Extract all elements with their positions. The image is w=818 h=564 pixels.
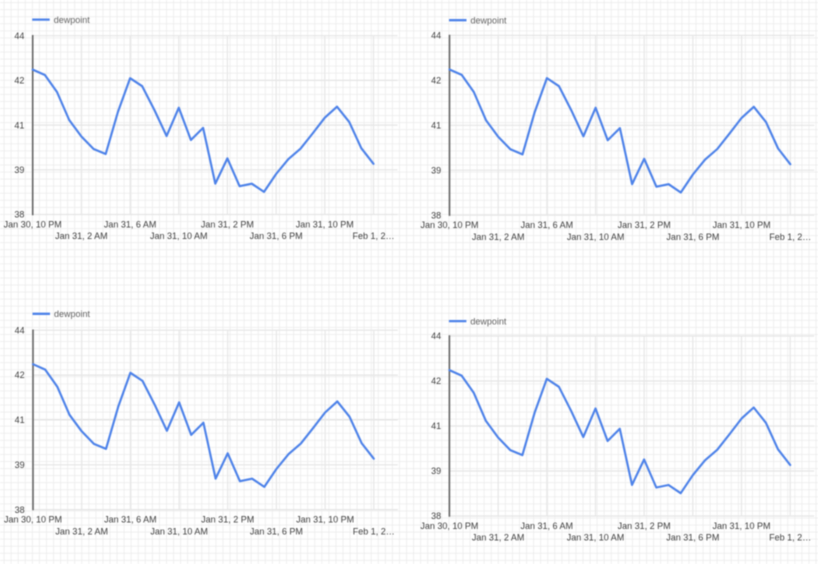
- svg-text:Jan 31, 10 AM: Jan 31, 10 AM: [567, 232, 625, 242]
- svg-text:41: 41: [15, 415, 25, 425]
- svg-text:41: 41: [14, 120, 24, 130]
- svg-text:Feb 1, 2…: Feb 1, 2…: [769, 533, 811, 543]
- svg-text:44: 44: [15, 325, 25, 335]
- svg-text:dewpoint: dewpoint: [470, 316, 507, 326]
- svg-text:Jan 31, 6 AM: Jan 31, 6 AM: [104, 219, 157, 229]
- svg-text:Jan 31, 10 AM: Jan 31, 10 AM: [150, 231, 208, 241]
- svg-text:39: 39: [431, 165, 441, 175]
- svg-text:Jan 30, 10 PM: Jan 30, 10 PM: [420, 521, 478, 531]
- svg-text:Feb 1, 2…: Feb 1, 2…: [353, 526, 395, 536]
- svg-text:Jan 31, 2 PM: Jan 31, 2 PM: [618, 220, 671, 230]
- svg-text:Jan 31, 2 AM: Jan 31, 2 AM: [472, 533, 525, 543]
- svg-text:Jan 31, 6 PM: Jan 31, 6 PM: [250, 231, 303, 241]
- svg-text:Jan 31, 10 PM: Jan 31, 10 PM: [296, 515, 354, 525]
- svg-text:Jan 31, 6 PM: Jan 31, 6 PM: [666, 533, 719, 543]
- svg-text:38: 38: [14, 210, 24, 220]
- svg-text:Jan 31, 6 PM: Jan 31, 6 PM: [666, 232, 719, 242]
- svg-text:Jan 31, 6 AM: Jan 31, 6 AM: [521, 220, 574, 230]
- svg-text:41: 41: [431, 121, 441, 131]
- svg-text:44: 44: [431, 331, 441, 341]
- svg-text:42: 42: [15, 370, 25, 380]
- svg-text:44: 44: [14, 31, 24, 41]
- svg-text:Feb 1, 2…: Feb 1, 2…: [352, 231, 394, 241]
- svg-text:Jan 31, 2 PM: Jan 31, 2 PM: [618, 521, 671, 531]
- svg-text:Jan 31, 10 PM: Jan 31, 10 PM: [712, 521, 770, 531]
- svg-text:Jan 31, 10 PM: Jan 31, 10 PM: [296, 219, 354, 229]
- svg-text:39: 39: [431, 466, 441, 476]
- svg-text:Jan 31, 2 AM: Jan 31, 2 AM: [472, 232, 525, 242]
- svg-text:dewpoint: dewpoint: [471, 15, 508, 25]
- svg-text:Jan 31, 2 AM: Jan 31, 2 AM: [55, 526, 108, 536]
- svg-text:Jan 31, 6 AM: Jan 31, 6 AM: [104, 515, 157, 525]
- svg-text:Jan 31, 10 PM: Jan 31, 10 PM: [713, 220, 771, 230]
- svg-text:Jan 31, 6 AM: Jan 31, 6 AM: [521, 521, 574, 531]
- svg-text:42: 42: [431, 76, 441, 86]
- svg-text:Jan 31, 10 AM: Jan 31, 10 AM: [150, 526, 208, 536]
- svg-text:dewpoint: dewpoint: [54, 309, 91, 319]
- svg-text:42: 42: [14, 76, 24, 86]
- svg-text:38: 38: [431, 210, 441, 220]
- svg-text:41: 41: [431, 421, 441, 431]
- svg-text:38: 38: [15, 505, 25, 515]
- svg-text:39: 39: [15, 460, 25, 470]
- svg-text:Jan 31, 2 PM: Jan 31, 2 PM: [201, 219, 254, 229]
- svg-text:38: 38: [431, 511, 441, 521]
- svg-text:Jan 30, 10 PM: Jan 30, 10 PM: [4, 219, 62, 229]
- svg-text:dewpoint: dewpoint: [54, 15, 91, 25]
- svg-text:42: 42: [431, 376, 441, 386]
- svg-text:Jan 31, 10 AM: Jan 31, 10 AM: [567, 533, 625, 543]
- svg-text:Jan 30, 10 PM: Jan 30, 10 PM: [420, 220, 478, 230]
- svg-text:Feb 1, 2…: Feb 1, 2…: [769, 232, 811, 242]
- svg-text:Jan 31, 6 PM: Jan 31, 6 PM: [250, 526, 303, 536]
- svg-text:Jan 31, 2 PM: Jan 31, 2 PM: [201, 515, 254, 525]
- svg-text:Jan 30, 10 PM: Jan 30, 10 PM: [4, 515, 62, 525]
- svg-text:Jan 31, 2 AM: Jan 31, 2 AM: [55, 231, 108, 241]
- svg-text:39: 39: [14, 165, 24, 175]
- svg-text:44: 44: [431, 31, 441, 41]
